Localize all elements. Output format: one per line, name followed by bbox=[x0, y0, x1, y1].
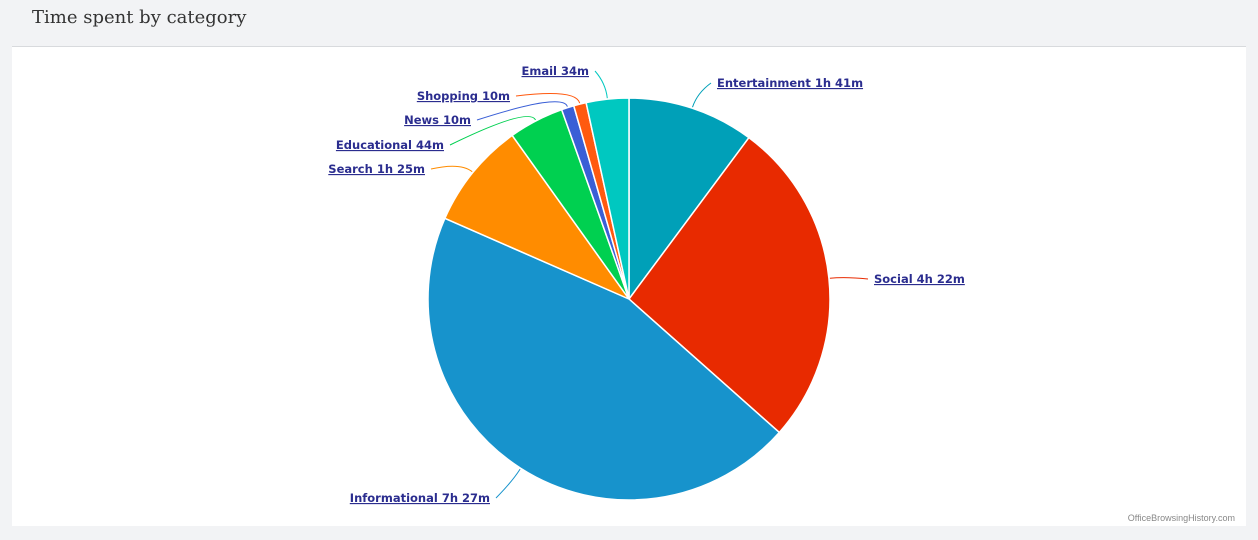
pie-slice-informational[interactable] bbox=[427, 217, 781, 501]
connector-informational bbox=[495, 468, 521, 499]
connector-shopping bbox=[515, 93, 581, 104]
pie-slices bbox=[427, 97, 831, 501]
slice-label-educational[interactable]: Educational 44m bbox=[336, 138, 444, 152]
slice-label-social[interactable]: Social 4h 22m bbox=[874, 272, 965, 286]
panel-header: Time spent by category bbox=[12, 0, 1246, 47]
connector-search bbox=[430, 165, 473, 173]
connector-educational bbox=[449, 116, 537, 146]
pie-chart: Entertainment 1h 41m Social 4h 22m Informa… bbox=[328, 64, 965, 505]
connector-email bbox=[594, 70, 608, 99]
pie-slice-social[interactable] bbox=[627, 136, 831, 434]
watermark: OfficeBrowsingHistory.com bbox=[1127, 513, 1235, 523]
chart-area: Entertainment 1h 41m Social 4h 22m Informa… bbox=[12, 47, 1246, 526]
slice-labels: Entertainment 1h 41m Social 4h 22m Informa… bbox=[328, 64, 965, 505]
slice-label-entertainment[interactable]: Entertainment 1h 41m bbox=[717, 76, 863, 90]
label-connectors bbox=[430, 70, 869, 499]
pie-slice-search[interactable] bbox=[443, 134, 632, 301]
slice-label-news[interactable]: News 10m bbox=[404, 113, 471, 127]
pie-slice-email[interactable] bbox=[585, 97, 630, 300]
pie-slice-entertainment[interactable] bbox=[628, 97, 750, 302]
panel-title: Time spent by category bbox=[32, 7, 247, 28]
chart-panel: Time spent by category Entertainment 1h … bbox=[12, 0, 1246, 526]
slice-label-shopping[interactable]: Shopping 10m bbox=[417, 89, 510, 103]
connector-entertainment bbox=[692, 82, 712, 108]
slice-label-informational[interactable]: Informational 7h 27m bbox=[350, 491, 490, 505]
slice-label-email[interactable]: Email 34m bbox=[522, 64, 589, 78]
slice-label-search[interactable]: Search 1h 25m bbox=[328, 162, 425, 176]
connector-news bbox=[476, 101, 568, 121]
connector-social bbox=[829, 277, 869, 280]
